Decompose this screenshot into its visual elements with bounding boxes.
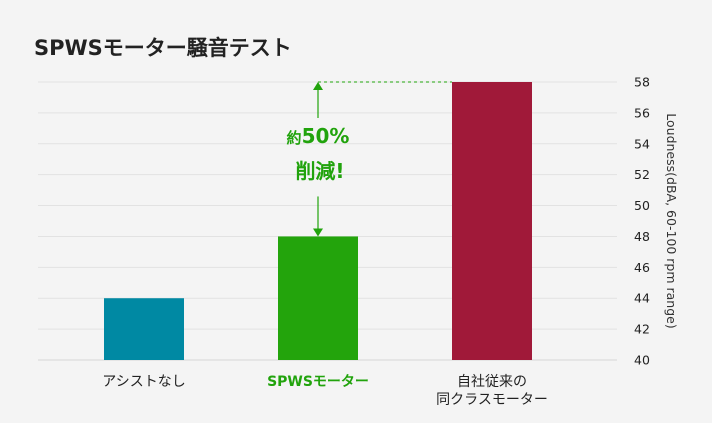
category-label: アシストなし — [102, 374, 185, 390]
arrow-up-head — [313, 82, 323, 90]
y-tick-label: 48 — [634, 229, 650, 244]
chart-title: SPWSモーター騒音テスト — [34, 36, 292, 60]
y-tick-label: 54 — [634, 136, 650, 151]
bars — [104, 82, 532, 360]
category-label: 自社従来の同クラスモーター — [436, 374, 548, 408]
y-tick-label: 58 — [634, 75, 650, 90]
y-tick-label: 44 — [634, 291, 650, 306]
bar — [278, 236, 358, 360]
arrow-down-head — [313, 228, 323, 237]
annotation-prefix: 約 — [287, 129, 302, 147]
bar — [452, 82, 532, 360]
y-tick-label: 56 — [634, 105, 650, 120]
category-label: SPWSモーター — [267, 374, 369, 390]
reduction-annotation: 約50% 削減! — [287, 81, 452, 237]
y-tick-label: 42 — [634, 322, 650, 337]
y-tick-label: 52 — [634, 167, 650, 182]
annotation-line2: 削減! — [295, 159, 344, 183]
bar — [104, 298, 184, 360]
y-tick-label: 40 — [634, 353, 650, 368]
annotation-line1: 約50% — [287, 124, 350, 148]
y-tick-labels: 40 42 44 46 48 50 52 54 56 58 — [634, 75, 650, 368]
category-labels: アシストなし SPWSモーター 自社従来の同クラスモーター — [102, 374, 548, 408]
annotation-percent: 50% — [302, 124, 350, 148]
y-tick-label: 46 — [634, 260, 650, 275]
y-axis-label: Loudness(dBA, 60-100 rpm range) — [664, 113, 679, 328]
y-tick-label: 50 — [634, 198, 650, 213]
